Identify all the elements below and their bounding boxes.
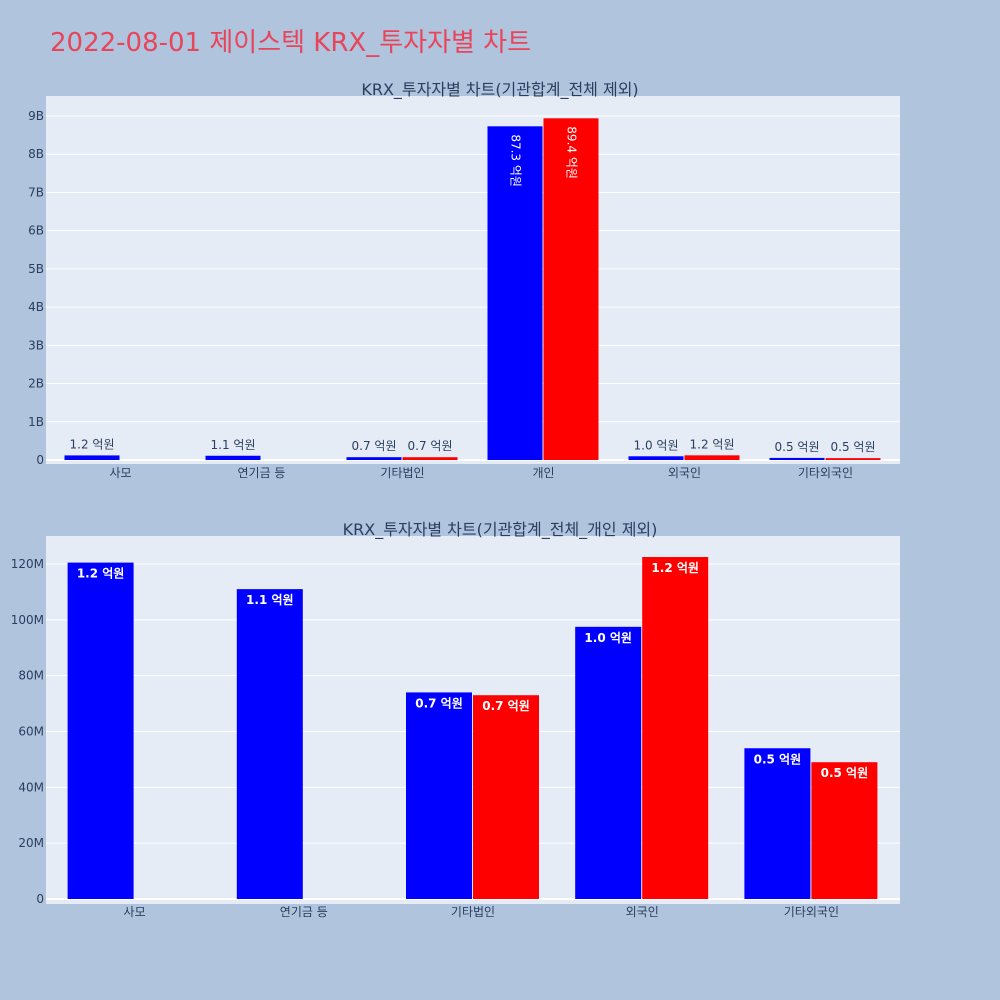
x-tick-label: 연기금 등 xyxy=(280,905,328,919)
data-label: 1.2 억원 xyxy=(77,567,125,581)
data-label: 1.2 억원 xyxy=(70,437,115,451)
y-tick-label: 5B xyxy=(28,262,44,276)
data-label: 0.5 억원 xyxy=(831,440,876,454)
bar xyxy=(811,762,878,899)
bar xyxy=(575,626,642,899)
y-tick-label: 120M xyxy=(11,557,44,571)
bar xyxy=(642,557,709,899)
bar xyxy=(346,457,402,460)
y-tick-label: 6B xyxy=(28,224,44,238)
x-tick-label: 외국인 xyxy=(668,466,701,480)
x-tick-label: 개인 xyxy=(532,466,554,480)
y-tick-label: 40M xyxy=(18,780,44,794)
bar xyxy=(67,562,134,899)
page-title: 2022-08-01 제이스텍 KRX_투자자별 차트 xyxy=(50,28,532,58)
data-label: 0.7 억원 xyxy=(415,696,463,710)
x-tick-label: 연기금 등 xyxy=(238,466,286,480)
y-tick-label: 20M xyxy=(18,836,44,850)
bar xyxy=(487,126,543,460)
bar xyxy=(744,748,811,899)
chart-top: KRX_투자자별 차트(기관합계_전체 제외) 0 1B 2B 3B 4B 5B 6B 7B 8B… xyxy=(28,80,900,480)
data-label: 0.5 억원 xyxy=(754,752,802,766)
bar xyxy=(406,692,472,899)
bar xyxy=(769,457,825,460)
y-tick-label: 8B xyxy=(28,147,44,161)
data-label: 1.1 억원 xyxy=(211,438,256,452)
y-tick-label: 9B xyxy=(28,109,44,123)
bar xyxy=(236,589,303,899)
bar xyxy=(825,458,881,460)
bar xyxy=(64,455,120,460)
x-tick-label: 외국인 xyxy=(626,905,659,919)
chart-title: KRX_투자자별 차트(기관합계_전체 제외) xyxy=(361,80,638,100)
y-tick-label: 80M xyxy=(18,669,44,683)
x-tick-label: 기타법인 xyxy=(451,905,495,919)
data-label: 0.5 억원 xyxy=(821,766,869,780)
data-label: 0.7 억원 xyxy=(408,439,453,453)
y-tick-label: 7B xyxy=(28,185,44,199)
plot-area xyxy=(46,96,900,464)
data-label: 0.7 억원 xyxy=(352,439,397,453)
bar xyxy=(402,457,458,460)
x-tick-label: 기타외국인 xyxy=(798,466,853,480)
y-tick-label: 0 xyxy=(36,453,44,467)
chart-title: KRX_투자자별 차트(기관합계_전체_개인 제외) xyxy=(343,520,658,540)
data-label: 87.3 억원 xyxy=(509,134,523,187)
data-label: 1.2 억원 xyxy=(651,561,699,575)
data-label: 1.1 억원 xyxy=(246,593,294,607)
chart-bottom: KRX_투자자별 차트(기관합계_전체_개인 제외) 0 20M 40M 60M 80M 1… xyxy=(11,520,900,919)
data-label: 1.2 억원 xyxy=(690,437,735,451)
y-tick-label: 1B xyxy=(28,415,44,429)
y-tick-label: 3B xyxy=(28,338,44,352)
bar xyxy=(473,695,539,899)
x-tick-label: 사모 xyxy=(109,466,131,480)
y-tick-label: 100M xyxy=(11,613,44,627)
x-tick-label: 기타외국인 xyxy=(784,905,839,919)
y-tick-label: 60M xyxy=(18,725,44,739)
bar xyxy=(684,455,740,460)
y-tick-label: 0 xyxy=(36,892,44,906)
bar xyxy=(205,455,261,460)
bar xyxy=(628,456,684,460)
x-tick-label: 기타법인 xyxy=(380,466,424,480)
y-tick-label: 2B xyxy=(28,377,44,391)
data-label: 1.0 억원 xyxy=(634,438,679,452)
data-label: 1.0 억원 xyxy=(584,631,632,645)
x-tick-label: 사모 xyxy=(124,905,146,919)
data-label: 0.5 억원 xyxy=(775,440,820,454)
bar xyxy=(543,118,599,460)
y-tick-label: 4B xyxy=(28,300,44,314)
data-label: 89.4 억원 xyxy=(565,126,579,179)
data-label: 0.7 억원 xyxy=(482,699,530,713)
